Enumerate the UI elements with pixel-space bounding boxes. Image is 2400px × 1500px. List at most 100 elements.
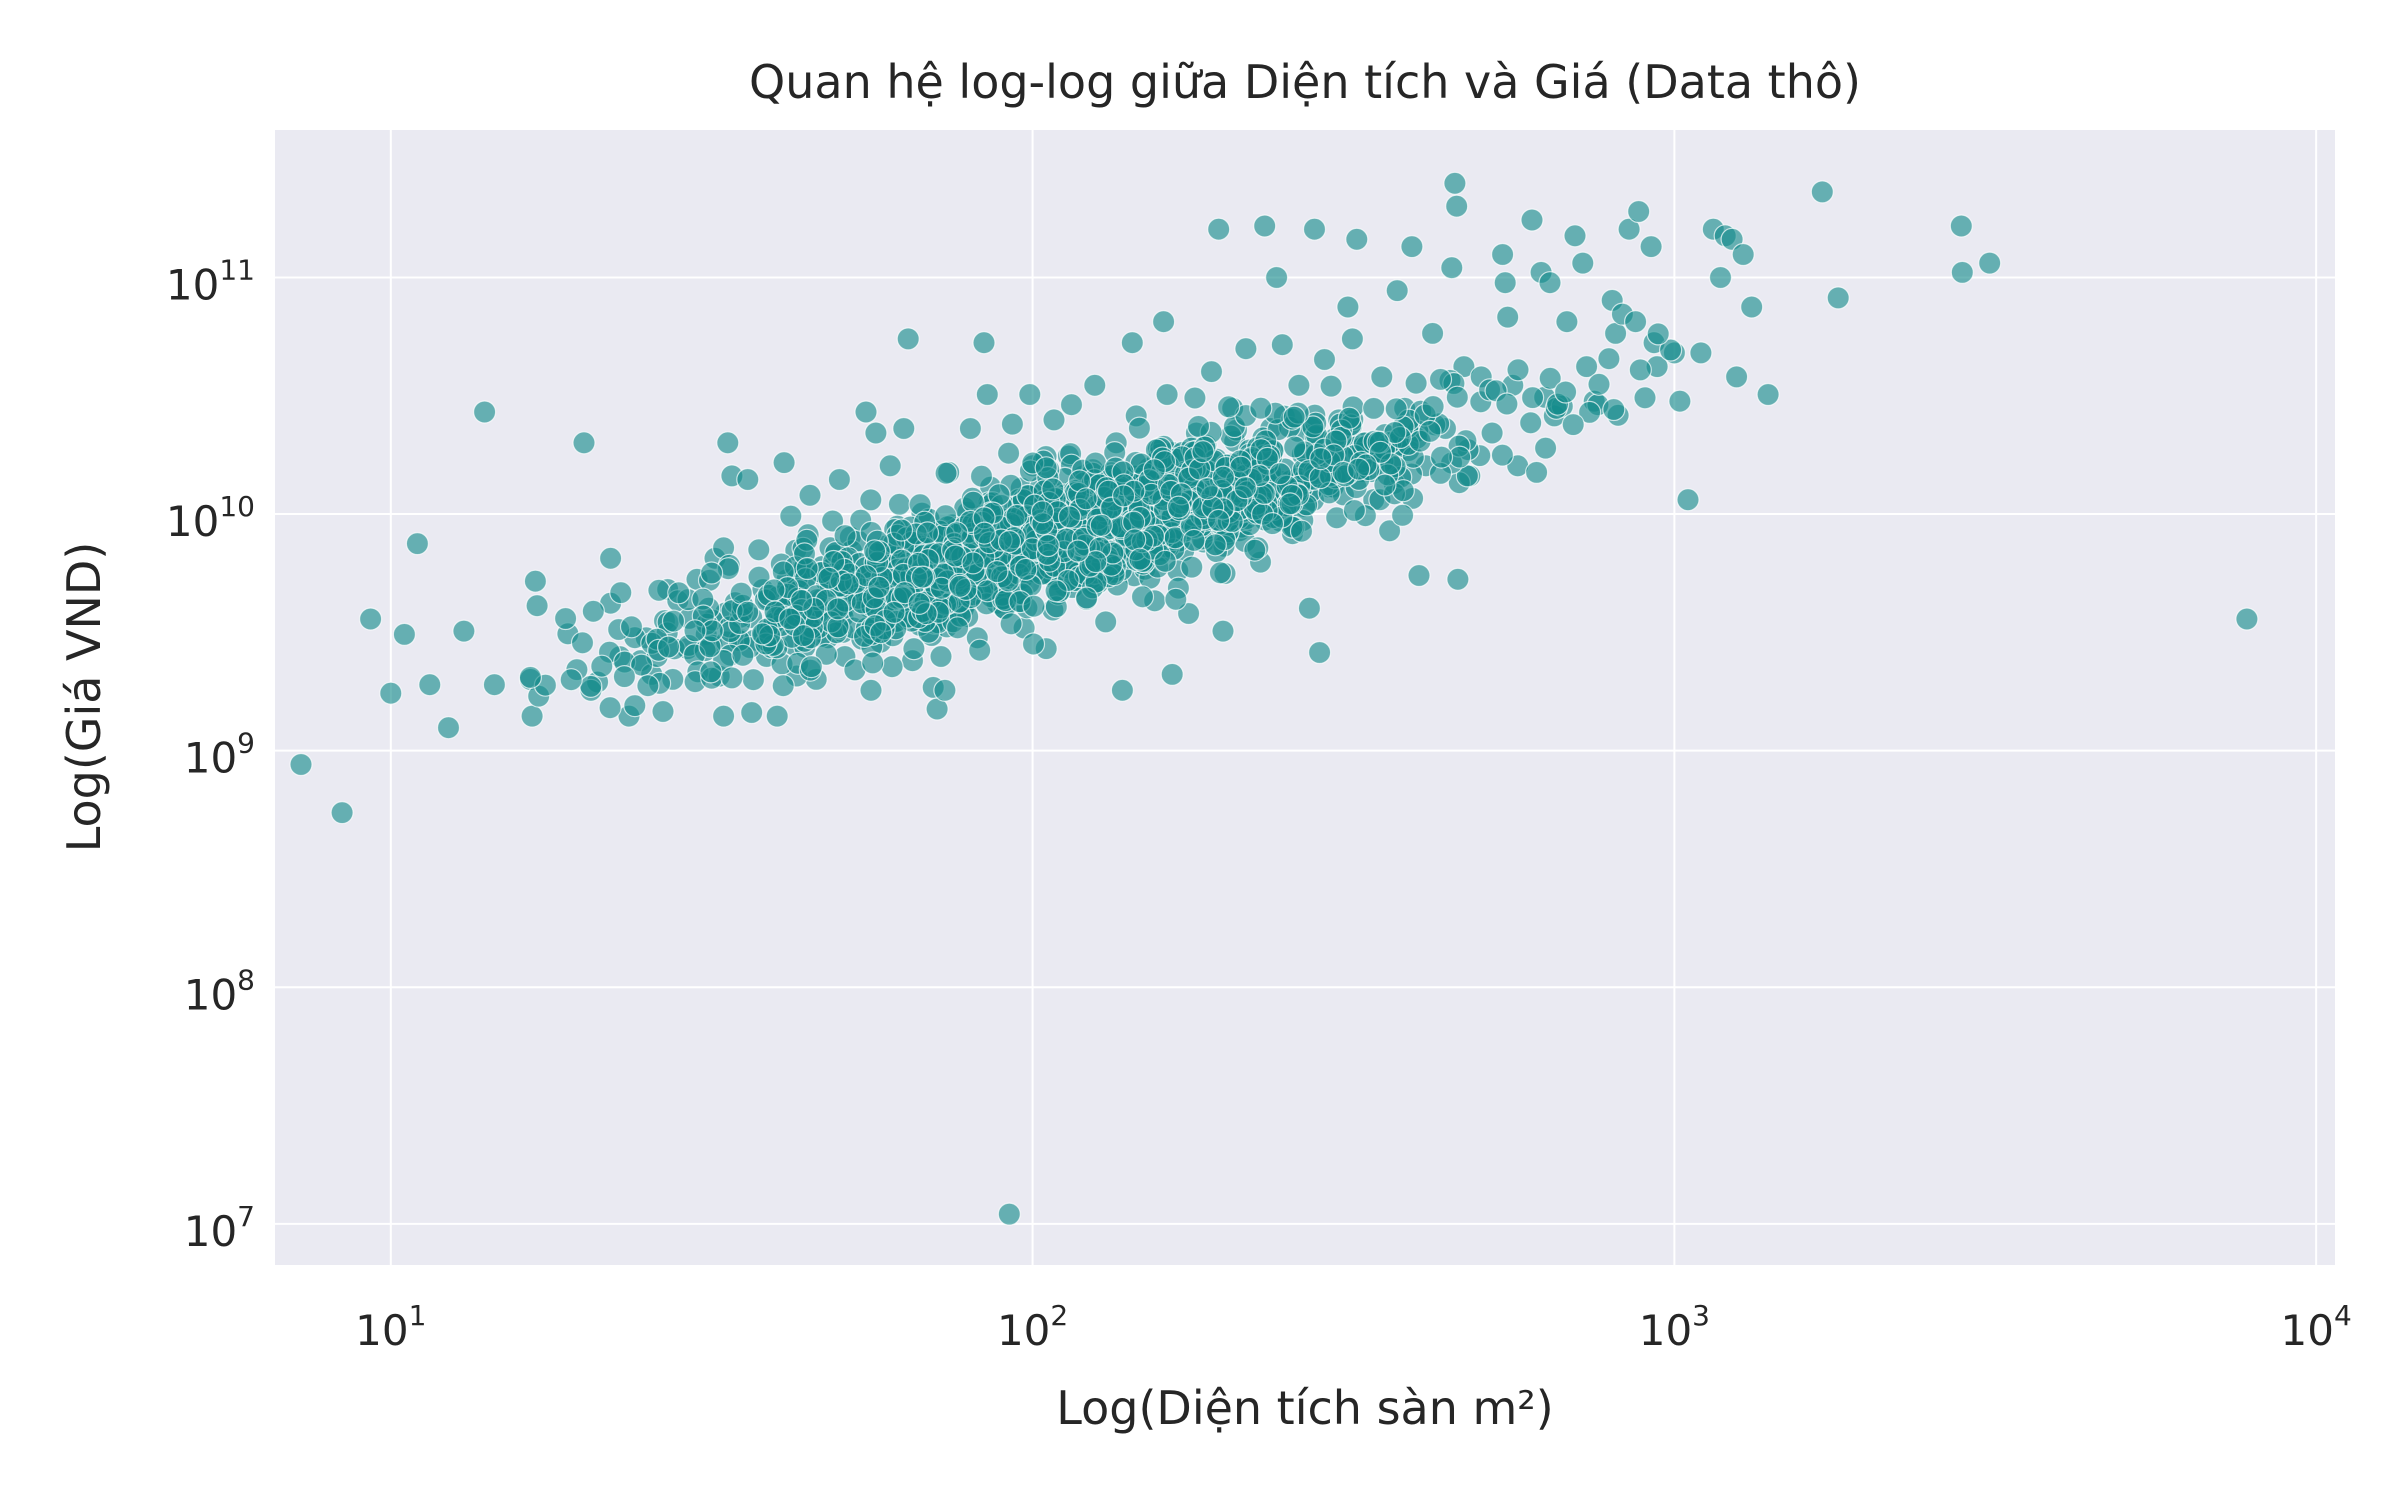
data-point — [1676, 488, 1700, 512]
data-point — [1297, 596, 1322, 620]
data-point — [1000, 412, 1025, 436]
data-point — [1490, 443, 1515, 467]
data-point — [1384, 397, 1408, 421]
data-point — [1307, 640, 1332, 665]
data-point — [656, 635, 681, 659]
data-point — [1373, 473, 1397, 497]
data-point — [789, 588, 814, 613]
data-point — [1597, 347, 1621, 371]
data-point — [1195, 477, 1219, 501]
data-point — [997, 1202, 1021, 1226]
data-point — [1538, 366, 1562, 390]
data-point — [572, 431, 596, 455]
data-point — [699, 561, 724, 585]
data-point — [1377, 519, 1402, 543]
data-point — [1183, 386, 1207, 410]
data-point — [1587, 372, 1611, 396]
data-point — [1639, 235, 1663, 259]
data-point — [1577, 400, 1602, 424]
data-point — [1617, 217, 1641, 241]
data-point — [864, 421, 888, 445]
data-point — [1211, 465, 1236, 489]
data-point — [1658, 338, 1683, 362]
data-point — [902, 637, 926, 661]
data-point — [1030, 500, 1055, 524]
data-point — [1243, 538, 1267, 562]
data-point — [1520, 208, 1544, 232]
data-point — [1084, 549, 1108, 574]
x-tick-label: 101 — [355, 1299, 426, 1355]
data-point — [1207, 217, 1231, 241]
data-point — [667, 581, 691, 605]
data-point — [1336, 295, 1360, 319]
data-point — [1260, 511, 1285, 536]
data-point — [1337, 406, 1361, 430]
data-point — [1407, 563, 1431, 588]
data-point — [1211, 619, 1235, 643]
data-point — [1036, 533, 1060, 558]
data-point — [405, 531, 429, 556]
data-point — [747, 538, 771, 562]
data-point — [933, 504, 958, 528]
data-point — [985, 559, 1009, 584]
data-point — [436, 716, 461, 740]
data-point — [862, 539, 887, 563]
data-point — [1270, 333, 1294, 357]
data-point — [861, 651, 885, 675]
data-point — [907, 591, 931, 616]
data-point — [559, 668, 583, 692]
data-point — [612, 664, 637, 689]
data-point — [1533, 436, 1558, 460]
data-point — [1602, 397, 1626, 422]
data-point — [699, 660, 723, 684]
grid-lines — [275, 130, 2335, 1265]
data-point — [1057, 505, 1082, 529]
data-point — [1555, 310, 1579, 334]
data-point — [1066, 539, 1090, 563]
data-point — [1740, 295, 1764, 319]
data-point — [958, 416, 983, 441]
data-point — [799, 654, 824, 679]
data-point — [1166, 495, 1191, 519]
data-point — [778, 607, 802, 631]
data-point — [1083, 451, 1108, 475]
data-point — [1950, 260, 1974, 284]
data-point — [1206, 508, 1231, 533]
data-point — [827, 467, 852, 492]
data-point — [523, 569, 548, 593]
data-point — [1151, 310, 1176, 334]
data-point — [636, 674, 660, 698]
data-point — [1164, 587, 1188, 611]
data-point — [711, 704, 736, 728]
data-point — [854, 400, 878, 424]
data-point — [915, 521, 940, 545]
data-point — [736, 467, 760, 492]
data-point — [1418, 419, 1442, 443]
data-point — [910, 565, 935, 589]
data-point — [1689, 341, 1713, 365]
data-point — [1603, 321, 1628, 345]
data-point — [1385, 279, 1409, 303]
data-point — [878, 454, 902, 478]
data-point — [968, 638, 992, 662]
data-point — [1404, 371, 1428, 395]
data-point — [762, 578, 786, 602]
data-point — [1287, 373, 1311, 397]
data-point — [1301, 415, 1325, 439]
data-point — [779, 504, 803, 528]
data-point — [1282, 405, 1306, 429]
data-point — [1623, 310, 1648, 334]
data-point — [740, 700, 764, 725]
data-point — [647, 578, 671, 602]
data-point — [1520, 386, 1545, 410]
data-point — [1519, 411, 1543, 435]
x-tick-label: 103 — [1639, 1299, 1710, 1355]
data-point — [969, 464, 994, 488]
data-point — [1034, 456, 1058, 480]
data-point — [887, 492, 912, 516]
data-point — [1443, 171, 1467, 195]
data-point — [359, 607, 383, 631]
data-point — [1538, 271, 1562, 295]
